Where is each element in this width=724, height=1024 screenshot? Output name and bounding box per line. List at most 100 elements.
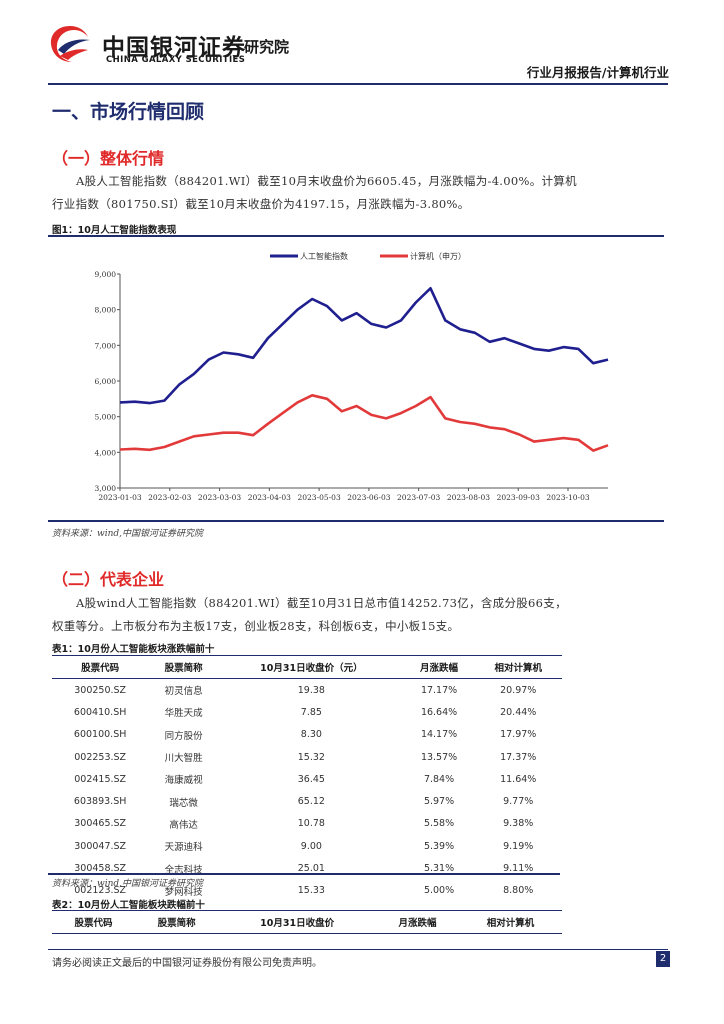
y-tick-label: 9,000: [95, 270, 117, 279]
table-cell: 13.57%: [420, 751, 458, 763]
table-cell: 300458.SZ: [74, 863, 127, 875]
table-row: 002415.SZ 海康威视 36.45 7.84% 11.64%: [52, 768, 562, 790]
table2-header-3: 月涨跌幅: [375, 910, 460, 934]
table-cell: 20.97%: [500, 684, 537, 696]
table-cell: 同方股份: [164, 730, 203, 742]
table-cell: 高伟达: [169, 819, 198, 831]
page-number: 2: [656, 951, 670, 967]
table-cell: 7.85: [300, 706, 322, 718]
y-tick-label: 6,000: [95, 377, 117, 386]
legend-label-1: 计算机（申万）: [410, 251, 466, 261]
table-cell: 5.97%: [423, 796, 455, 808]
table-cell: 梦网科技: [164, 886, 203, 898]
section-title: 一、市场行情回顾: [52, 101, 205, 123]
table-cell: 9.00: [300, 840, 322, 852]
x-tick-label: 2023-01-03: [98, 493, 141, 502]
table-cell: 17.17%: [420, 684, 458, 696]
table1-header-2: 10月31日收盘价（元）: [219, 655, 404, 679]
figure-source: 资料来源：wind,中国银河证券研究院: [52, 529, 204, 539]
series-line-0: [119, 286, 609, 405]
table-cell: 川大智胜: [164, 753, 203, 765]
table2-caption: 表2：10月份人工智能板块跌幅前十: [52, 900, 205, 911]
table-cell: 天源迪科: [164, 842, 203, 854]
table-row: 300047.SZ 天源迪科 9.00 5.39% 9.19%: [52, 835, 562, 857]
table-cell: 5.39%: [423, 840, 455, 852]
table1-source: 资料来源：wind,中国银河证券研究院: [52, 879, 204, 889]
table-cell: 9.77%: [503, 796, 534, 808]
x-tick-label: 2023-04-03: [248, 493, 291, 502]
table-cell: 25.01: [297, 863, 325, 875]
table1-header-1: 股票简称: [148, 655, 220, 679]
galaxy-logo-icon: [50, 26, 90, 62]
chart-legend: 人工智能指数 计算机（申万）: [270, 251, 466, 261]
footer-divider: [48, 949, 668, 950]
paragraph-companies-2: 权重等分。上市板分布为主板17支，创业板28支，科创板6支，中小板15支。: [52, 619, 460, 633]
table-cell: 600100.SH: [73, 729, 127, 741]
table1-caption: 表1：10月份人工智能板块涨跌幅前十: [52, 644, 215, 655]
table-cell: 20.44%: [500, 706, 537, 718]
paragraph-overall-1: A股人工智能指数（884201.WI）截至10月末收盘价为6605.45，月涨跌…: [76, 174, 577, 188]
legend-label-0: 人工智能指数: [300, 251, 348, 261]
y-axis: 9,000 8,000 7,000 6,000 5,000 4,000 3,000: [95, 270, 121, 493]
x-tick-label: 2023-07-03: [397, 493, 440, 502]
table2-header-0: 股票代码: [52, 910, 136, 934]
table-cell: 19.38: [297, 684, 325, 696]
brand-name-en: CHINA GALAXY SECURITIES: [106, 55, 246, 65]
table-cell: 瑞芯微: [169, 797, 198, 809]
institute-label: 研究院: [244, 38, 290, 56]
subsection-title-companies: （二）代表企业: [52, 570, 165, 589]
table-cell: 5.00%: [423, 885, 455, 897]
x-tick-label: 2023-06-03: [347, 493, 390, 502]
x-tick-label: 2023-02-03: [148, 493, 191, 502]
paragraph-companies-1: A股wind人工智能指数（884201.WI）截至10月31日总市值14252.…: [76, 596, 567, 610]
paragraph-overall-2: 行业指数（801750.SI）截至10月末收盘价为4197.15，月涨跌幅为-3…: [52, 197, 470, 211]
table-cell: 16.64%: [420, 706, 458, 718]
report-type: 行业月报报告/计算机行业: [526, 65, 669, 80]
table-cell: 9.38%: [503, 818, 534, 830]
table-row: 600410.SH 华胜天成 7.85 16.64% 20.44%: [52, 701, 562, 723]
x-tick-label: 2023-08-03: [447, 493, 490, 502]
table-cell: 7.84%: [423, 773, 455, 785]
brand-name-cn: 中国银河证券: [102, 35, 246, 61]
footer-disclaimer: 请务必阅读正文最后的中国银河证券股份有限公司免责声明。: [52, 958, 322, 969]
table-cell: 002415.SZ: [74, 773, 127, 785]
table-cell: 10.78: [297, 818, 325, 830]
table-cell: 300047.SZ: [74, 840, 127, 852]
table-cell: 11.64%: [500, 773, 537, 785]
table-cell: 9.11%: [503, 863, 534, 875]
table-cell: 300465.SZ: [74, 818, 127, 830]
table-cell: 华胜天成: [164, 708, 203, 720]
figure-bottom-rule: [48, 520, 664, 522]
index-line-chart: 人工智能指数 计算机（申万） 9,000 8,000 7,000 6,000 5,000 4…: [95, 251, 609, 502]
table-row: 603893.SH 瑞芯微 65.12 5.97% 9.77%: [52, 790, 562, 812]
table-cell: 5.31%: [423, 863, 455, 875]
table-cell: 8.80%: [503, 885, 534, 897]
y-tick-label: 5,000: [95, 413, 117, 422]
table-row: 600100.SH 同方股份 8.30 14.17% 17.97%: [52, 724, 562, 746]
table-row: 002253.SZ 川大智胜 15.32 13.57% 17.37%: [52, 746, 562, 768]
table-cell: 600410.SH: [73, 706, 127, 718]
x-tick-label: 2023-10-03: [546, 493, 589, 502]
table-cell: 15.32: [297, 751, 325, 763]
figure-caption: 图1：10月人工智能指数表现: [52, 225, 177, 236]
figure-caption-rule: [48, 235, 664, 237]
series-line-1: [119, 394, 609, 452]
table-cell: 002253.SZ: [74, 751, 127, 763]
table-cell: 603893.SH: [73, 796, 127, 808]
table-cell: 初灵信息: [164, 686, 203, 698]
x-tick-label: 2023-05-03: [297, 493, 340, 502]
table-cell: 5.58%: [423, 818, 455, 830]
table-cell: 17.37%: [500, 751, 537, 763]
table-cell: 36.45: [297, 773, 325, 785]
table-cell: 8.30: [300, 729, 322, 741]
table2-header-4: 相对计算机: [459, 910, 562, 934]
table-cell: 海康威视: [164, 775, 203, 787]
table-row: 300458.SZ 全志科技 25.01 5.31% 9.11%: [52, 857, 562, 879]
table-row: 300250.SZ 初灵信息 19.38 17.17% 20.97%: [52, 679, 562, 702]
table2-header-1: 股票简称: [135, 910, 219, 934]
subsection-title-overall: （一）整体行情: [52, 149, 165, 168]
table-cell: 17.97%: [500, 729, 537, 741]
table-row: 300465.SZ 高伟达 10.78 5.58% 9.38%: [52, 813, 562, 835]
table-row: 002123.SZ 梦网科技 15.33 5.00% 8.80%: [52, 880, 562, 902]
table-cell: 14.17%: [420, 729, 458, 741]
